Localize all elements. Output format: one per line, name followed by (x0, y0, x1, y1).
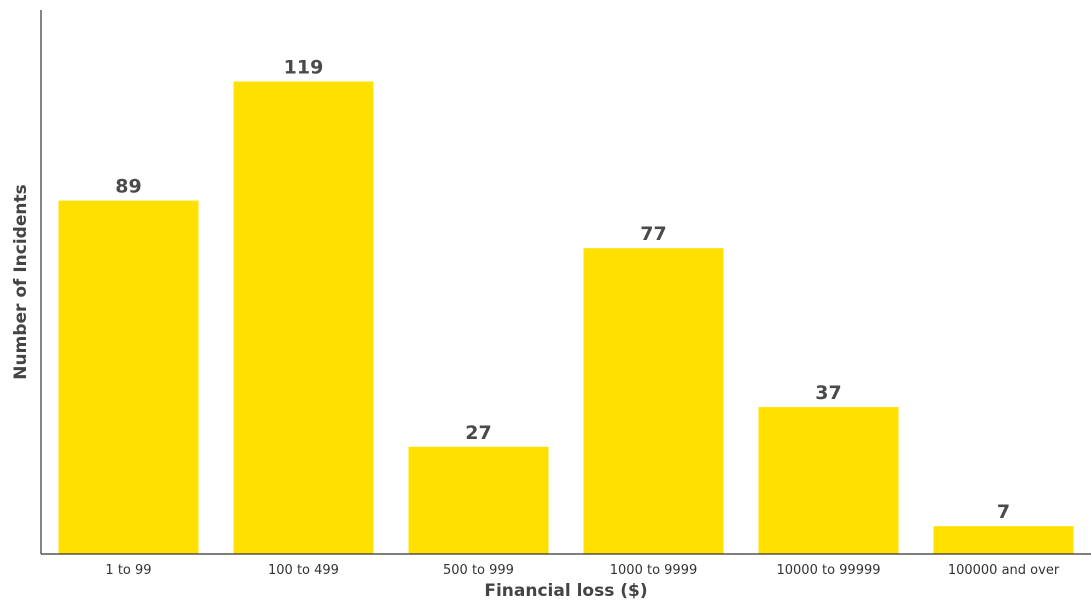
bars-layer (58, 81, 1074, 554)
x-tick-labels: 1 to 99 100 to 499 500 to 999 1000 to 9999 1… (105, 563, 1059, 578)
x-tick-label: 10000 to 99999 (776, 563, 880, 578)
bar-1 (233, 81, 374, 554)
x-tick-label: 1 to 99 (105, 563, 151, 578)
bar-value-label: 27 (465, 422, 491, 444)
bar-value-label: 77 (640, 223, 666, 245)
bar-5 (933, 526, 1074, 554)
bar-value-label: 89 (115, 176, 141, 198)
bar-3 (583, 248, 724, 554)
y-axis-title: Number of Incidents (11, 184, 31, 379)
value-labels-layer: 89 119 27 77 37 7 (115, 57, 1010, 524)
bar-value-label: 37 (815, 382, 841, 404)
bar-0 (58, 200, 199, 554)
bar-4 (758, 407, 899, 554)
x-tick-label: 1000 to 9999 (610, 563, 697, 578)
bar-value-label: 119 (284, 57, 324, 79)
x-axis-title: Financial loss ($) (484, 581, 647, 601)
bar-2 (408, 446, 549, 554)
bar-value-label: 7 (997, 501, 1010, 523)
x-tick-label: 100 to 499 (268, 563, 339, 578)
x-tick-label: 500 to 999 (443, 563, 514, 578)
x-tick-label: 100000 and over (948, 563, 1060, 578)
